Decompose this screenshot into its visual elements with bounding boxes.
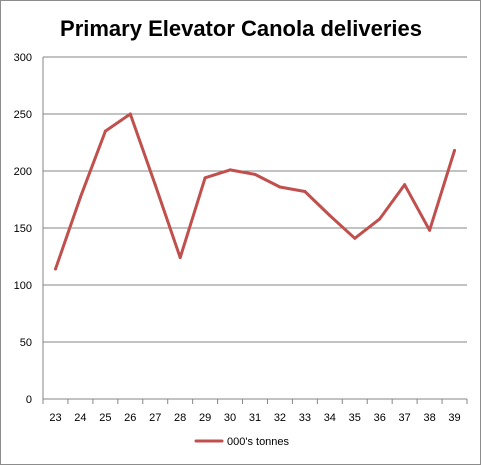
y-tick-label: 300 [14, 52, 32, 64]
chart-title: Primary Elevator Canola deliveries [60, 16, 422, 41]
data-point [278, 185, 282, 189]
data-point [103, 129, 107, 133]
data-point [403, 183, 407, 187]
y-tick-label: 200 [14, 166, 32, 178]
data-point [228, 168, 232, 172]
x-tick-label: 39 [448, 412, 460, 424]
data-point [353, 236, 357, 240]
x-tick-label: 33 [299, 412, 311, 424]
data-point [53, 267, 57, 271]
x-tick-label: 31 [249, 412, 261, 424]
series-layer [53, 112, 457, 271]
data-point [178, 256, 182, 260]
x-tick-label: 23 [49, 412, 61, 424]
y-tick-label: 100 [14, 280, 32, 292]
x-tick-label: 26 [124, 412, 136, 424]
x-tick-label: 30 [224, 412, 236, 424]
y-tick-label: 250 [14, 109, 32, 121]
x-tick-label: 29 [199, 412, 211, 424]
data-point [153, 183, 157, 187]
data-point [203, 176, 207, 180]
y-tick-label: 50 [20, 337, 32, 349]
legend: 000's tonnes [194, 436, 290, 448]
data-point [253, 172, 257, 176]
x-tick-label: 38 [423, 412, 435, 424]
x-tick-label: 36 [374, 412, 386, 424]
data-point [128, 112, 132, 116]
legend-label: 000's tonnes [227, 436, 290, 448]
x-tick-label: 32 [274, 412, 286, 424]
series-line-0 [54, 112, 456, 271]
axes: 0 50 100 150 200 250 300 23 24 25 26 27 28 29 30 31 32 33… [14, 52, 468, 424]
x-tick-label: 27 [149, 412, 161, 424]
x-tick-label: 34 [324, 412, 336, 424]
data-point [303, 190, 307, 194]
gridlines [43, 56, 467, 400]
data-point [453, 148, 457, 152]
x-tick-label: 35 [349, 412, 361, 424]
data-point [328, 213, 332, 217]
x-tick-label: 25 [99, 412, 111, 424]
x-tick-label: 24 [74, 412, 86, 424]
data-point [78, 195, 82, 199]
data-point [428, 228, 432, 232]
data-point [378, 217, 382, 221]
x-tick-label: 28 [174, 412, 186, 424]
y-tick-label: 150 [14, 223, 32, 235]
y-tick-label: 0 [26, 394, 32, 406]
x-tick-label: 37 [399, 412, 411, 424]
